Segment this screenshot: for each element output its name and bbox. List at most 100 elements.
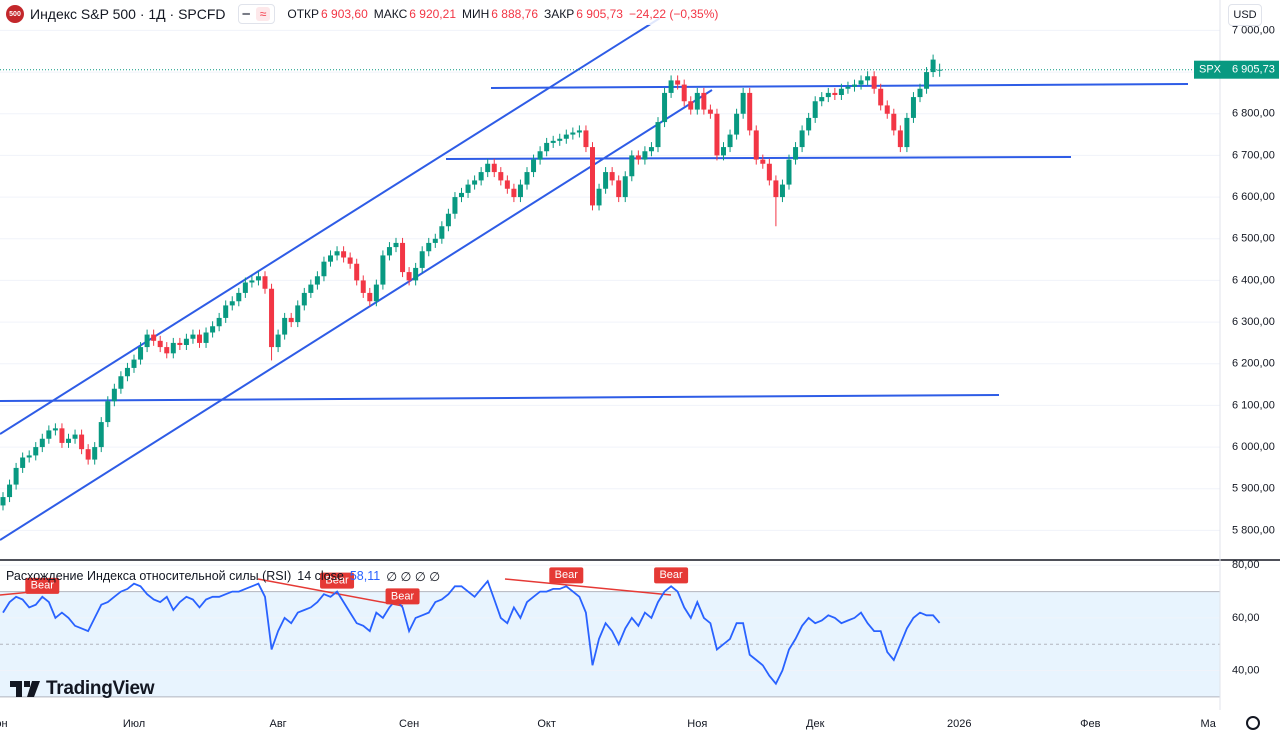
candle-body xyxy=(203,332,209,343)
candle-body xyxy=(210,326,216,333)
candle-body xyxy=(930,59,936,73)
candle-body xyxy=(563,134,569,139)
candle-body xyxy=(799,130,805,148)
candle-body xyxy=(635,155,641,160)
candle-body xyxy=(236,292,242,302)
candle-body xyxy=(308,284,314,293)
candle-body xyxy=(812,101,818,118)
candle-body xyxy=(72,434,78,439)
candle-body xyxy=(478,172,484,181)
candle-body xyxy=(190,334,196,339)
candle-body xyxy=(517,184,523,198)
candle-body xyxy=(753,130,759,160)
candle-body xyxy=(917,88,923,98)
candle-body xyxy=(406,272,412,281)
candle-body xyxy=(675,80,681,85)
candle-body xyxy=(590,147,595,206)
candle-body xyxy=(760,159,766,164)
candle-body xyxy=(766,163,772,181)
candle-body xyxy=(924,72,930,89)
candle-body xyxy=(26,455,32,458)
candle-body xyxy=(459,192,464,198)
candle-body xyxy=(871,76,877,89)
bear-label: Bear xyxy=(391,590,415,602)
candle-body xyxy=(124,367,130,377)
candle-body xyxy=(360,280,366,293)
candle-body xyxy=(400,242,406,273)
ohlc-open: ОТКР 6 903,60 xyxy=(287,7,367,21)
ohlc-value: 6 905,73 xyxy=(576,7,623,21)
settings-button[interactable] xyxy=(1246,716,1260,730)
candle-body xyxy=(111,388,117,402)
candle-body xyxy=(465,184,471,193)
candle-body xyxy=(485,163,491,173)
candle-body xyxy=(144,334,150,348)
candle-body xyxy=(701,92,707,110)
candle-body xyxy=(373,284,379,302)
ohlc-low: МИН 6 888,76 xyxy=(462,7,538,21)
candle-body xyxy=(445,213,451,227)
currency-button[interactable]: USD xyxy=(1228,4,1262,26)
candle-body xyxy=(328,255,333,262)
candle-body xyxy=(393,242,399,248)
ohlc-value: 6 888,76 xyxy=(491,7,539,21)
candle-body xyxy=(367,292,373,302)
candle-body xyxy=(295,305,301,323)
candle-body xyxy=(341,251,347,258)
candle-body xyxy=(629,155,635,177)
candle-body xyxy=(832,92,838,95)
x-tick-label: Ноя xyxy=(687,718,707,730)
y-tick-label: 60,00 xyxy=(1232,612,1260,624)
candle-body xyxy=(229,301,235,306)
candle-body xyxy=(138,347,144,360)
y-tick-label: 6 200,00 xyxy=(1232,358,1275,370)
candle-body xyxy=(865,76,871,81)
candle-body xyxy=(85,449,91,460)
symbol-title[interactable]: Индекс S&P 500 · 1Д · SPCFD xyxy=(30,6,226,22)
candle-body xyxy=(852,84,857,87)
toggle[interactable]: ━ ≈ xyxy=(237,4,276,24)
candle-body xyxy=(773,180,779,198)
candle-body xyxy=(92,447,98,460)
candle-body xyxy=(576,130,582,133)
candle-body xyxy=(426,242,432,252)
candle-body xyxy=(452,197,458,214)
trend-lines xyxy=(0,17,1189,541)
candle-body xyxy=(838,88,844,95)
candle-body xyxy=(386,247,392,256)
candle-body xyxy=(793,147,799,160)
x-tick-label: Окт xyxy=(537,718,556,730)
candle-body xyxy=(7,484,13,498)
candle-body xyxy=(288,317,294,323)
y-tick-label: 40,00 xyxy=(1232,664,1260,676)
bear-label: Bear xyxy=(555,569,579,581)
candle-body xyxy=(825,92,831,98)
candle-body xyxy=(46,430,52,439)
candle-body xyxy=(472,180,478,185)
candle-body xyxy=(622,176,628,198)
rsi-extras: ∅ ∅ ∅ ∅ xyxy=(386,570,441,584)
candle-body xyxy=(531,159,537,173)
candle-body xyxy=(354,263,360,281)
candle-body xyxy=(413,267,419,281)
y-tick-label: 6 700,00 xyxy=(1232,149,1275,161)
candle-body xyxy=(504,180,510,189)
x-tick-label: Июн xyxy=(0,718,8,730)
candle-body xyxy=(819,97,825,102)
candle-body xyxy=(544,142,550,152)
candle-body xyxy=(98,422,104,448)
candle-body xyxy=(216,317,222,327)
candle-body xyxy=(655,122,661,148)
candle-body xyxy=(105,401,111,423)
ohlc-high: МАКС 6 920,21 xyxy=(374,7,456,21)
ohlc-value: 6 903,60 xyxy=(321,7,368,21)
candle-body xyxy=(321,261,327,277)
candle-body xyxy=(439,226,445,239)
candle-body xyxy=(66,438,71,443)
y-tick-label: 6 600,00 xyxy=(1232,191,1275,203)
candle-body xyxy=(747,92,753,131)
price-label: 6 905,73 xyxy=(1232,64,1275,76)
candle-body xyxy=(242,282,248,293)
candle-body xyxy=(131,359,137,368)
